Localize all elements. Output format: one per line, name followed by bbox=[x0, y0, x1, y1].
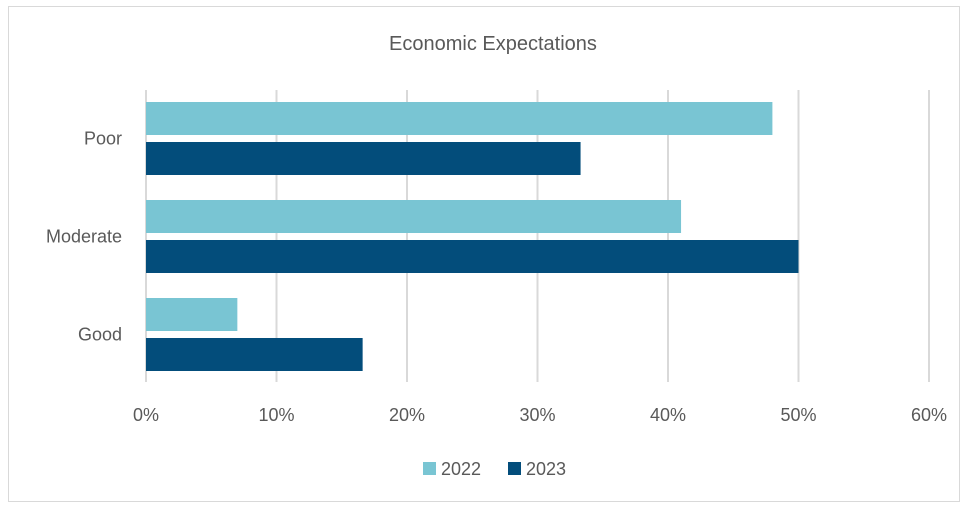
x-tick-label: 20% bbox=[389, 405, 425, 425]
bar-poor-2022 bbox=[146, 102, 773, 135]
x-tick-labels: 0% 10% 20% 30% 40% 50% 60% bbox=[133, 405, 947, 425]
bar-poor-2023 bbox=[146, 142, 581, 175]
x-tick-label: 10% bbox=[258, 405, 294, 425]
category-label: Moderate bbox=[46, 227, 122, 247]
x-tick-label: 60% bbox=[911, 405, 947, 425]
legend-swatch-2023 bbox=[508, 462, 521, 475]
x-tick-label: 30% bbox=[519, 405, 555, 425]
bar-good-2022 bbox=[146, 298, 238, 331]
bar-moderate-2023 bbox=[146, 240, 799, 273]
bar-moderate-2022 bbox=[146, 200, 682, 233]
category-label: Good bbox=[78, 325, 122, 345]
legend-label-2022: 2022 bbox=[441, 459, 481, 479]
x-tick-label: 0% bbox=[133, 405, 159, 425]
chart-title: Economic Expectations bbox=[389, 33, 597, 55]
legend-swatch-2022 bbox=[423, 462, 436, 475]
x-tick-label: 40% bbox=[650, 405, 686, 425]
category-labels: Poor Moderate Good bbox=[46, 129, 122, 345]
grid-layer bbox=[145, 90, 930, 382]
bar-good-2023 bbox=[146, 338, 363, 371]
legend-label-2023: 2023 bbox=[526, 459, 566, 479]
category-label: Poor bbox=[84, 129, 122, 149]
bars-layer bbox=[146, 102, 799, 371]
x-tick-label: 50% bbox=[780, 405, 816, 425]
legend: 2022 2023 bbox=[423, 459, 566, 479]
